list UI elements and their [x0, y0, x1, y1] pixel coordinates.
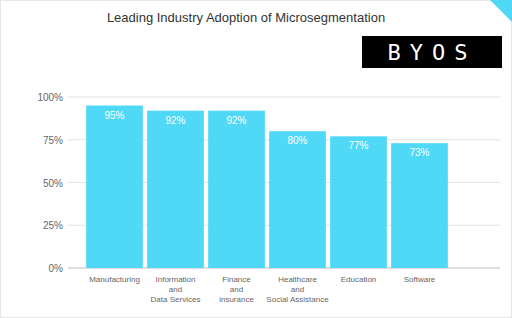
bars	[86, 106, 448, 268]
data-label: 92%	[165, 115, 185, 126]
y-tick-label: 0%	[49, 263, 64, 274]
y-tick-label: 50%	[43, 178, 63, 189]
x-tick-label: Education	[341, 275, 377, 284]
bar	[330, 136, 387, 268]
y-tick-label: 100%	[37, 92, 63, 103]
x-tick-label-line: and	[291, 285, 304, 294]
page: {"chart_data": {"type": "bar", "title": …	[0, 0, 512, 318]
x-tick-label-line: and	[169, 285, 182, 294]
corner-decoration	[490, 0, 512, 22]
bar	[86, 106, 143, 268]
x-tick-label: HealthcareandSocial Assistance	[266, 275, 329, 304]
x-tick-label-line: Social Assistance	[266, 295, 329, 304]
x-tick-label-line: Data Services	[151, 295, 201, 304]
x-tick-label-line: Finance	[222, 275, 251, 284]
data-label: 80%	[287, 135, 307, 146]
x-tick-label: Financeandinsurance	[219, 275, 254, 304]
x-tick-label: Software	[404, 275, 436, 284]
data-label: 73%	[409, 147, 429, 158]
x-tick-label: InformationandData Services	[151, 275, 201, 304]
y-tick-label: 75%	[43, 135, 63, 146]
data-label: 95%	[104, 110, 124, 121]
x-tick-label-line: Information	[155, 275, 195, 284]
x-tick-label-line: Software	[404, 275, 436, 284]
data-label: 92%	[226, 115, 246, 126]
bar	[391, 143, 448, 268]
x-tick-label: Manufacturing	[89, 275, 140, 284]
bar	[208, 111, 265, 268]
bar	[269, 131, 326, 268]
bar	[147, 111, 204, 268]
x-tick-label-line: insurance	[219, 295, 254, 304]
logo-box	[362, 36, 502, 68]
x-tick-label-line: Education	[341, 275, 377, 284]
background	[0, 0, 512, 318]
x-tick-label-line: and	[230, 285, 243, 294]
grid-line	[68, 97, 500, 98]
data-label: 77%	[348, 140, 368, 151]
chart: Leading Industry Adoption of Microsegmen…	[0, 0, 512, 318]
logo-text: BYOS	[388, 40, 477, 65]
x-tick-label-line: Manufacturing	[89, 275, 140, 284]
y-tick-label: 25%	[43, 220, 63, 231]
title: Leading Industry Adoption of Microsegmen…	[107, 10, 385, 25]
x-tick-label-line: Healthcare	[278, 275, 317, 284]
frame	[1, 1, 512, 318]
